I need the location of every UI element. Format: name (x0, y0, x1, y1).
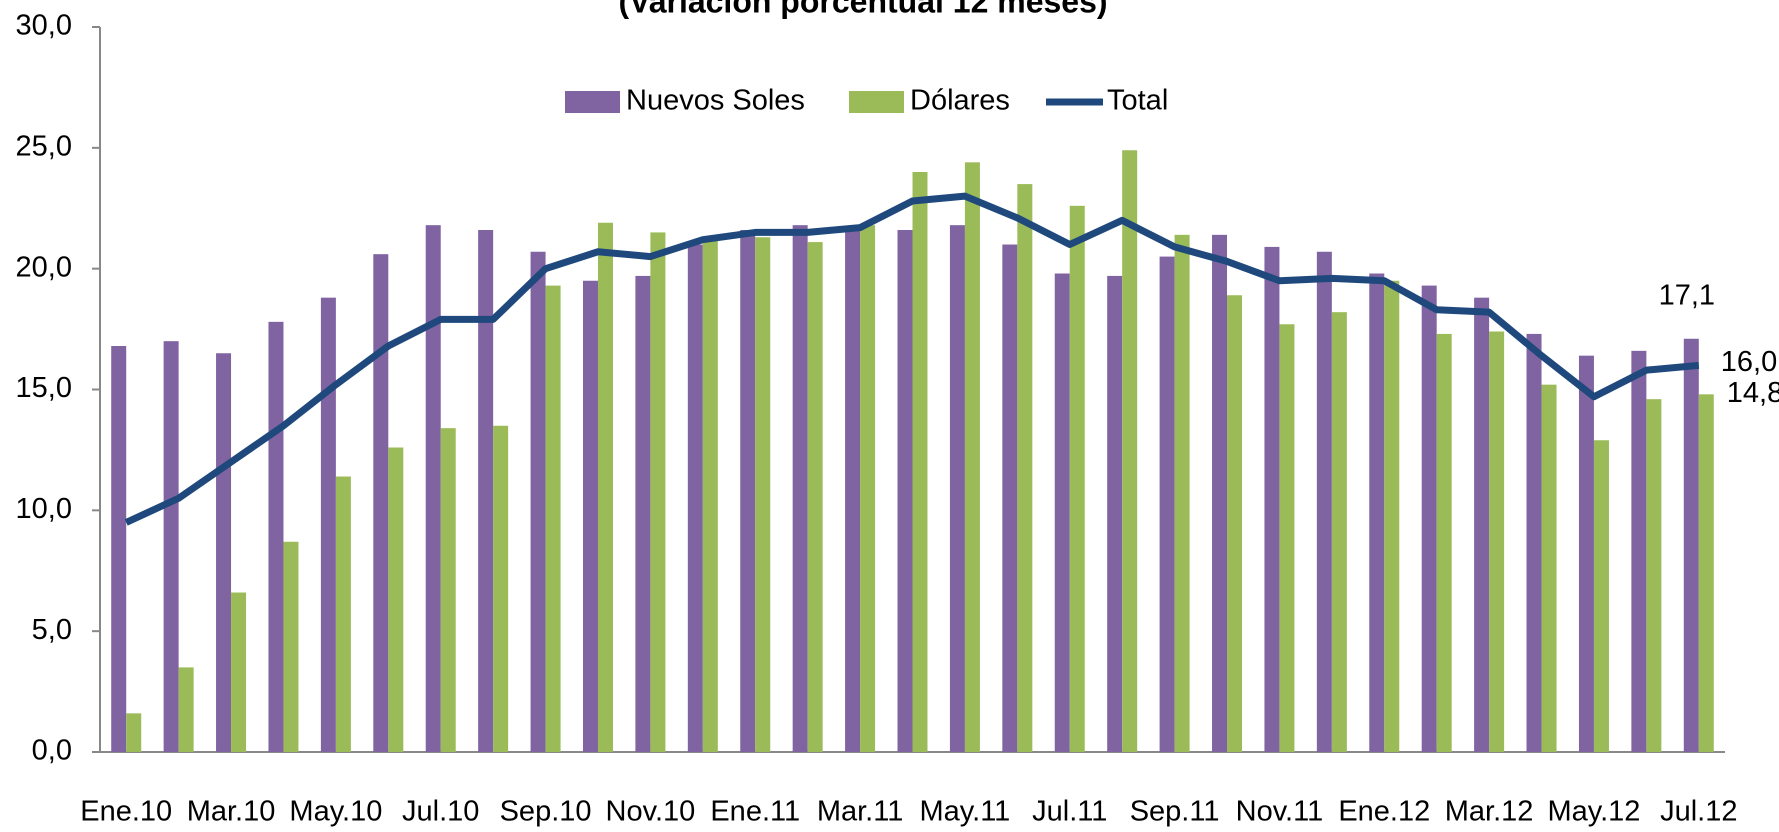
bar (1331, 312, 1347, 752)
bar (1017, 184, 1033, 753)
x-tick-label: Sep.11 (1130, 796, 1220, 828)
bar (1279, 324, 1295, 752)
bar (478, 230, 494, 752)
bar (1069, 205, 1085, 753)
x-tick-label: Mar.11 (817, 796, 904, 828)
bar (687, 244, 703, 752)
bar (425, 225, 441, 752)
bar (216, 353, 232, 752)
bar (702, 239, 718, 752)
y-tick-label: 0,0 (32, 735, 72, 767)
x-tick-label: Ene.11 (710, 796, 800, 828)
bar (545, 285, 561, 752)
bar (1683, 338, 1699, 752)
data-label: 16,0 (1721, 346, 1777, 378)
x-tick-label: Nov.10 (606, 796, 696, 828)
bar (597, 222, 613, 752)
bar (530, 251, 546, 752)
y-tick-label: 20,0 (16, 251, 72, 283)
bar (126, 713, 142, 752)
bar (912, 172, 928, 752)
bar (897, 230, 913, 752)
x-tick-label: Jul.11 (1032, 796, 1107, 828)
line (124, 192, 1700, 526)
bar (373, 254, 389, 752)
bar (1698, 394, 1714, 752)
bar (650, 232, 666, 752)
data-label: 14,8 (1727, 377, 1779, 409)
x-tick-label: Jul.12 (1660, 796, 1737, 828)
bar (335, 476, 351, 752)
y-tick-label: 10,0 (16, 493, 72, 525)
bar (231, 592, 247, 752)
x-tick-label: Jul.10 (402, 796, 479, 828)
x-tick-label: May.10 (289, 796, 382, 828)
bar (283, 541, 299, 752)
bar (740, 230, 756, 752)
bar (1054, 273, 1070, 752)
bar (493, 425, 509, 752)
bar (178, 667, 194, 752)
bar (1159, 256, 1175, 752)
bar (949, 225, 965, 752)
x-tick-label: Ene.12 (1338, 796, 1430, 828)
chart-title: (Variación porcentual 12 meses) (618, 0, 1107, 19)
bar (1541, 384, 1557, 752)
bar (1122, 150, 1138, 752)
bar (111, 346, 127, 752)
bar (1316, 251, 1332, 752)
legend-swatch (849, 91, 904, 113)
bar (1369, 273, 1385, 752)
x-tick-label: Mar.12 (1445, 796, 1534, 828)
bar (1526, 333, 1542, 752)
bar (1421, 285, 1437, 752)
x-tick-label: May.11 (920, 796, 1011, 828)
bar (582, 280, 598, 752)
bar (1174, 234, 1190, 753)
bar (1264, 246, 1280, 752)
x-tick-label: Mar.10 (187, 796, 276, 828)
bar (1631, 350, 1647, 752)
bar (1384, 280, 1400, 752)
legend-label: Total (1107, 85, 1168, 117)
bar (1593, 440, 1609, 752)
bar (792, 225, 808, 752)
y-tick-label: 5,0 (32, 614, 72, 646)
bar (1107, 275, 1123, 752)
x-tick-label: Sep.10 (500, 796, 592, 828)
bar (807, 242, 823, 753)
bar (1436, 333, 1452, 752)
legend-swatch (565, 91, 620, 113)
bar (268, 321, 284, 752)
x-tick-label: Ene.10 (80, 796, 172, 828)
legend-label: Nuevos Soles (626, 85, 805, 117)
x-tick-label: Nov.11 (1236, 796, 1324, 828)
y-tick-label: 30,0 (16, 10, 72, 42)
bar (1646, 399, 1662, 752)
x-tick-label: May.12 (1547, 796, 1640, 828)
bar (1002, 244, 1018, 752)
bar (1489, 331, 1505, 752)
bar (1578, 355, 1594, 752)
bar (635, 275, 651, 752)
y-tick-label: 25,0 (16, 130, 72, 162)
bar (845, 227, 861, 753)
bar (1474, 297, 1490, 752)
bar (440, 428, 456, 752)
bar (1212, 234, 1228, 753)
bar (860, 225, 876, 752)
bar (163, 341, 179, 752)
bar (755, 237, 771, 752)
bar (964, 162, 980, 753)
data-label: 17,1 (1659, 279, 1715, 311)
legend-label: Dólares (910, 85, 1010, 117)
y-tick-label: 15,0 (16, 372, 72, 404)
bar (1227, 295, 1243, 752)
bar (388, 447, 404, 752)
bar (320, 297, 336, 752)
